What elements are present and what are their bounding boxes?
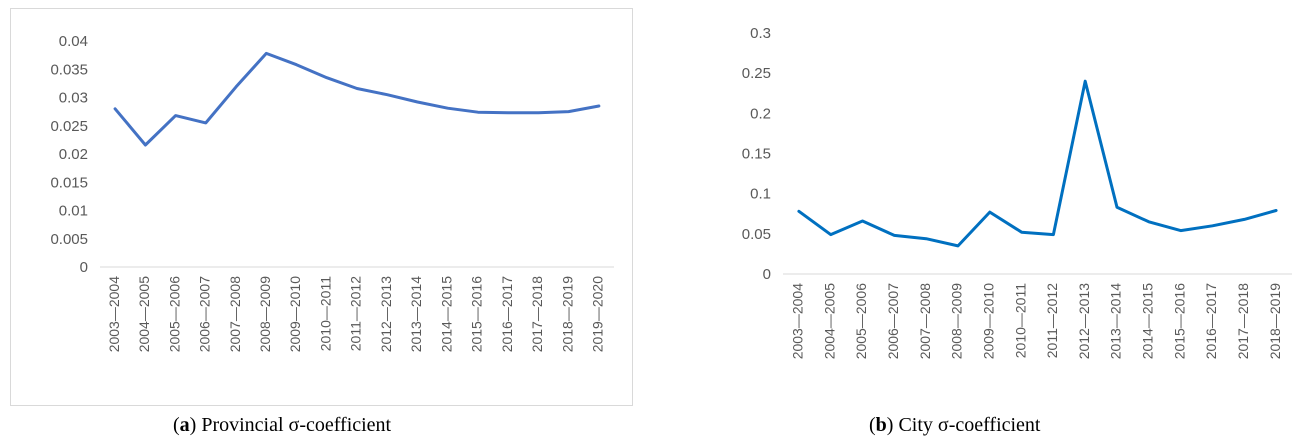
city-data-point — [1083, 79, 1087, 83]
provincial-y-tick-label: 0.03 — [59, 90, 88, 107]
city-x-tick-label: 2010—2011 — [1012, 283, 1028, 358]
city-data-point — [924, 237, 928, 241]
city-data-point — [1051, 233, 1055, 237]
city-series-line — [797, 79, 1278, 248]
provincial-data-point — [567, 110, 571, 114]
provincial-data-point — [234, 85, 238, 89]
provincial-x-tick-label: 2009—2010 — [287, 276, 303, 353]
city-x-tick-label: 2004—2005 — [821, 283, 837, 360]
city-data-point — [988, 210, 992, 214]
city-data-point — [1115, 205, 1119, 209]
city-chart-panel: 0 0.05 0.1 0.15 0.2 0.25 0.3 2003—2004 2004—2005… — [700, 8, 1296, 406]
city-x-tick-label: 2005—2006 — [853, 283, 869, 360]
city-y-tick-label: 0.3 — [750, 25, 771, 42]
provincial-data-point — [597, 104, 601, 108]
city-x-tick-label: 2012—2013 — [1076, 283, 1092, 360]
city-x-tick-label: 2015—2016 — [1171, 283, 1187, 360]
city-y-tick-label: 0.2 — [750, 105, 771, 122]
provincial-data-point — [355, 86, 359, 90]
city-data-point — [1179, 229, 1183, 233]
city-data-point — [1274, 209, 1278, 213]
city-x-tick-label: 2003—2004 — [790, 283, 806, 360]
provincial-data-point — [385, 93, 389, 97]
city-x-tick-label: 2009—2010 — [980, 283, 996, 360]
provincial-x-tick-label: 2012—2013 — [378, 276, 394, 353]
provincial-y-tick-label: 0.015 — [50, 174, 88, 191]
provincial-y-tick-label: 0.005 — [50, 231, 88, 248]
city-data-point — [1242, 217, 1246, 221]
city-data-point — [892, 233, 896, 237]
provincial-y-tick-label: 0.04 — [59, 33, 88, 50]
provincial-x-tick-label: 2019—2020 — [590, 276, 606, 353]
provincial-y-tick-label: 0.025 — [50, 118, 88, 135]
provincial-x-tick-label: 2016—2017 — [499, 276, 515, 353]
provincial-data-point — [113, 107, 117, 111]
city-x-tick-label: 2013—2014 — [1108, 283, 1124, 360]
provincial-data-point — [295, 63, 299, 67]
city-data-point — [829, 233, 833, 237]
provincial-data-point — [415, 100, 419, 104]
city-chart-svg: 0 0.05 0.1 0.15 0.2 0.25 0.3 2003—2004 2004—2005… — [742, 25, 1292, 360]
provincial-data-point — [446, 106, 450, 110]
provincial-series-line — [113, 51, 601, 147]
provincial-x-tick-label: 2013—2014 — [408, 276, 424, 353]
provincial-x-tick-label: 2006—2007 — [197, 276, 213, 353]
provincial-y-tick-label: 0.035 — [50, 61, 88, 78]
city-y-tick-label: 0.25 — [742, 65, 771, 82]
city-data-point — [861, 219, 865, 223]
provincial-chart-panel: 0 0.005 0.01 0.015 0.02 0.025 0.03 0.035 0.04 200… — [10, 8, 633, 406]
provincial-y-tick-label: 0 — [80, 259, 88, 276]
provincial-data-point — [143, 143, 147, 147]
provincial-data-point — [536, 111, 540, 115]
city-y-tick-label: 0.1 — [750, 186, 771, 203]
provincial-data-point — [264, 51, 268, 55]
provincial-chart-caption: (a) Provincial σ-coefficient — [173, 414, 392, 436]
provincial-x-tick-label: 2008—2009 — [257, 276, 273, 353]
city-x-tick-label: 2008—2009 — [949, 283, 965, 360]
city-data-point — [1147, 220, 1151, 224]
city-chart-caption: (b) City σ-coefficient — [869, 414, 1041, 436]
provincial-x-tick-label: 2010—2011 — [317, 276, 333, 351]
provincial-chart-svg: 0 0.005 0.01 0.015 0.02 0.025 0.03 0.035 0.04 200… — [50, 33, 614, 353]
provincial-x-tick-label: 2015—2016 — [469, 276, 485, 353]
city-x-tick-label: 2016—2017 — [1203, 283, 1219, 360]
provincial-x-tick-label: 2007—2008 — [227, 276, 243, 353]
city-data-point — [797, 209, 801, 213]
city-x-tick-label: 2011—2012 — [1044, 283, 1060, 358]
provincial-data-point — [476, 110, 480, 114]
provincial-x-tick-label: 2014—2015 — [438, 276, 454, 353]
city-x-tick-label: 2007—2008 — [917, 283, 933, 360]
city-x-tick-label: 2017—2018 — [1235, 283, 1251, 360]
city-y-tick-label: 0.15 — [742, 146, 771, 163]
city-data-point — [1210, 224, 1214, 228]
provincial-data-point — [204, 121, 208, 125]
provincial-x-tick-label: 2017—2018 — [529, 276, 545, 353]
city-y-tick-label: 0.05 — [742, 226, 771, 243]
provincial-data-point — [174, 114, 178, 118]
provincial-x-tick-label: 2003—2004 — [106, 276, 122, 353]
provincial-data-point — [506, 111, 510, 115]
city-x-tick-label: 2014—2015 — [1140, 283, 1156, 360]
provincial-x-tick-label: 2005—2006 — [166, 276, 182, 353]
provincial-x-tick-label: 2011—2012 — [348, 276, 364, 351]
provincial-y-tick-label: 0.01 — [59, 203, 88, 220]
provincial-data-point — [325, 76, 329, 80]
provincial-x-tick-label: 2004—2005 — [136, 276, 152, 353]
city-data-point — [956, 244, 960, 248]
provincial-x-tick-label: 2018—2019 — [559, 276, 575, 353]
provincial-y-tick-label: 0.02 — [59, 146, 88, 163]
city-data-point — [1020, 230, 1024, 234]
city-x-tick-label: 2018—2019 — [1267, 283, 1283, 360]
city-x-tick-label: 2006—2007 — [885, 283, 901, 360]
city-y-tick-label: 0 — [763, 266, 771, 283]
